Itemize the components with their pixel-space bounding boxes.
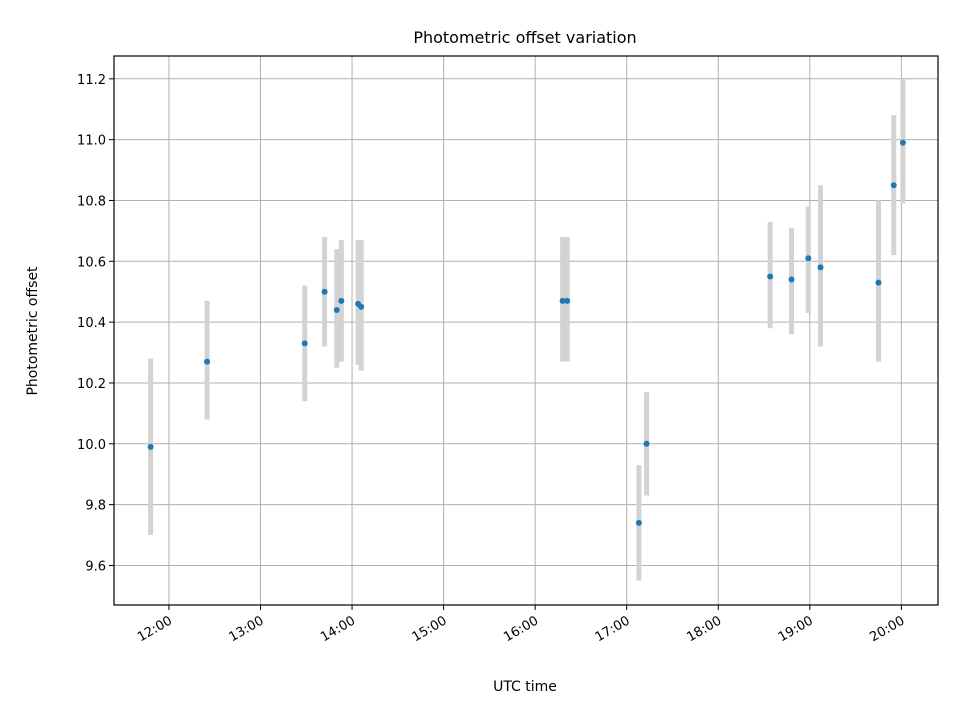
data-point — [805, 255, 812, 262]
data-point — [643, 440, 650, 447]
data-point — [564, 297, 571, 304]
data-point — [204, 358, 211, 365]
y-tick-label: 10.6 — [77, 255, 106, 270]
y-tick-label: 9.8 — [85, 499, 106, 514]
y-tick-label: 11.2 — [77, 73, 106, 88]
data-point — [890, 182, 897, 189]
data-point — [338, 297, 345, 304]
x-tick-label: 17:00 — [593, 613, 633, 645]
data-point — [358, 303, 365, 310]
error-bars — [148, 78, 906, 581]
x-tick-label: 19:00 — [776, 613, 816, 645]
x-tick-label: 18:00 — [684, 613, 724, 645]
y-tick-label: 10.4 — [77, 316, 106, 331]
y-tick-label: 10.8 — [77, 194, 106, 209]
y-tick-label: 11.0 — [77, 134, 106, 149]
y-tick-label: 10.0 — [77, 438, 106, 453]
x-axis-label: UTC time — [493, 679, 557, 695]
x-tick-label: 15:00 — [410, 613, 450, 645]
y-axis-label: Photometric offset — [25, 266, 41, 396]
x-tick-label: 20:00 — [867, 613, 907, 645]
y-tick-label: 9.6 — [85, 559, 106, 574]
data-point — [817, 264, 824, 271]
data-points — [147, 139, 906, 526]
chart-title: Photometric offset variation — [413, 28, 636, 47]
data-point — [559, 297, 566, 304]
data-point — [147, 443, 154, 450]
data-point — [767, 273, 774, 280]
data-point — [635, 519, 642, 526]
x-tick-label: 14:00 — [318, 613, 358, 645]
x-tick-label: 13:00 — [227, 613, 267, 645]
x-tick-label: 16:00 — [501, 613, 541, 645]
grid — [114, 56, 938, 605]
y-tick-label: 10.2 — [77, 377, 106, 392]
data-point — [301, 340, 308, 347]
plot-frame — [113, 55, 939, 606]
data-point — [333, 306, 340, 313]
x-tick-label: 12:00 — [135, 613, 175, 645]
x-axis-ticks: 12:00 13:00 14:00 15:00 16:00 17:00 18:00 19:00… — [135, 605, 907, 645]
data-point — [899, 139, 906, 146]
y-axis-ticks: 9.6 9.8 10.0 10.2 10.4 10.6 10.8 11.0 11.2 — [77, 73, 114, 574]
data-point — [321, 288, 328, 295]
data-point — [788, 276, 795, 283]
data-point — [875, 279, 882, 286]
